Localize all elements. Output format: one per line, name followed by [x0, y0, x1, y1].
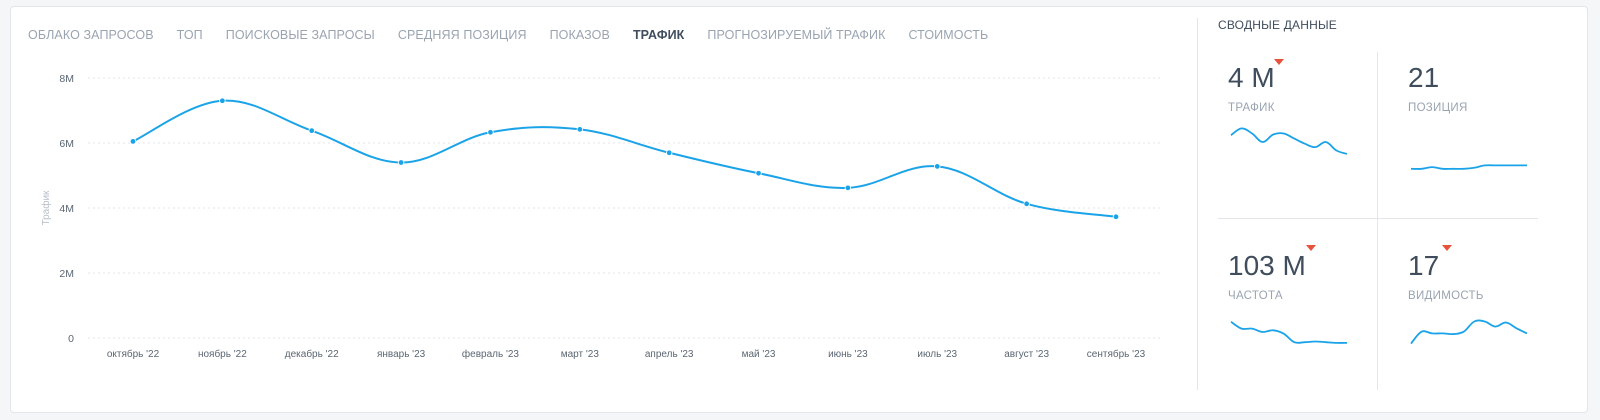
summary-grid-horizontal	[1378, 218, 1538, 219]
summary-title: СВОДНЫЕ ДАННЫЕ	[1218, 18, 1337, 32]
dashboard-card: ОБЛАКО ЗАПРОСОВ ТОП ПОИСКОВЫЕ ЗАПРОСЫ СР…	[10, 6, 1588, 413]
x-tick-label: июль '23	[917, 349, 957, 360]
tile-frequency[interactable]: 103 М ЧАСТОТА	[1228, 245, 1398, 410]
x-tick-label: май '23	[742, 349, 776, 360]
tab-forecast-traffic[interactable]: ПРОГНОЗИРУЕМЫЙ ТРАФИК	[707, 28, 886, 42]
x-tick-label: ноябрь '22	[198, 348, 247, 360]
y-tick-label: 8M	[59, 73, 74, 85]
summary-grid-horizontal-left	[1218, 218, 1377, 219]
x-tick-label: август '23	[1004, 349, 1049, 360]
tile-value: 103 М	[1228, 250, 1306, 281]
data-point[interactable]	[487, 129, 494, 136]
x-tick-label: октябрь '22	[107, 348, 160, 360]
tab-traffic[interactable]: ТРАФИК	[632, 28, 685, 42]
data-point[interactable]	[934, 163, 941, 170]
data-point[interactable]	[129, 138, 137, 145]
x-tick-label: январь '23	[377, 349, 426, 360]
tile-value: 4 М	[1228, 62, 1275, 93]
sparkline	[1230, 127, 1348, 155]
data-point[interactable]	[1112, 213, 1120, 220]
y-tick-label: 6M	[59, 138, 74, 150]
tile-label: ПОЗИЦИЯ	[1408, 102, 1468, 114]
y-tick-label: 0	[68, 333, 74, 345]
x-tick-label: июнь '23	[828, 349, 868, 360]
sparkline	[1230, 321, 1348, 344]
tile-traffic[interactable]: 4 М ТРАФИК	[1228, 59, 1398, 222]
x-tick-label: сентябрь '23	[1087, 348, 1146, 360]
y-tick-label: 4M	[59, 203, 74, 215]
data-point[interactable]	[397, 159, 405, 166]
summary-grid-vertical	[1377, 52, 1378, 390]
y-tick-label: 2M	[59, 268, 74, 280]
tab-average-position[interactable]: СРЕДНЯЯ ПОЗИЦИЯ	[397, 28, 527, 42]
data-point[interactable]	[755, 170, 762, 177]
series-line	[132, 99, 1117, 218]
tab-cost[interactable]: СТОИМОСТЬ	[908, 28, 989, 42]
tile-label: ТРАФИК	[1228, 102, 1275, 114]
tab-search-queries[interactable]: ПОИСКОВЫЕ ЗАПРОСЫ	[225, 28, 375, 42]
trend-down-icon	[1274, 59, 1284, 65]
tile-visibility[interactable]: 17 ВИДИМОСТЬ	[1408, 245, 1578, 410]
tile-value: 21	[1408, 62, 1440, 93]
trend-down-icon	[1442, 245, 1452, 251]
sparkline	[1410, 164, 1527, 170]
sparkline	[1410, 319, 1528, 345]
chart-tabs: ОБЛАКО ЗАПРОСОВ ТОП ПОИСКОВЫЕ ЗАПРОСЫ СР…	[28, 28, 1011, 42]
tile-label: ВИДИМОСТЬ	[1408, 290, 1484, 302]
sparkline-path	[1410, 319, 1528, 345]
sparkline-path	[1230, 321, 1348, 344]
y-axis-label: Трафик	[40, 190, 52, 225]
traffic-line-chart: 0 2M 4M 6M 8M октябрь '22 ноябрь '22 декабрь '…	[40, 73, 1160, 360]
tab-impressions[interactable]: ПОКАЗОВ	[549, 28, 610, 42]
panel-divider	[1197, 18, 1198, 390]
sparkline-path	[1230, 127, 1348, 155]
data-point[interactable]	[844, 184, 852, 192]
trend-down-icon	[1306, 245, 1316, 251]
tab-top[interactable]: ТОП	[176, 28, 203, 42]
sparkline-path	[1410, 164, 1527, 170]
x-tick-label: февраль '23	[462, 348, 520, 360]
x-tick-label: декабрь '22	[285, 348, 339, 360]
tile-label: ЧАСТОТА	[1228, 290, 1283, 302]
tile-position[interactable]: 21 ПОЗИЦИЯ	[1408, 62, 1578, 222]
x-tick-label: апрель '23	[645, 349, 694, 360]
tile-value: 17	[1408, 250, 1440, 281]
data-point[interactable]	[1023, 200, 1030, 207]
tab-query-cloud[interactable]: ОБЛАКО ЗАПРОСОВ	[28, 28, 154, 42]
x-tick-label: март '23	[561, 349, 600, 360]
data-point[interactable]	[219, 97, 226, 104]
data-point[interactable]	[576, 126, 584, 133]
data-point[interactable]	[665, 149, 673, 156]
data-point[interactable]	[308, 127, 315, 134]
